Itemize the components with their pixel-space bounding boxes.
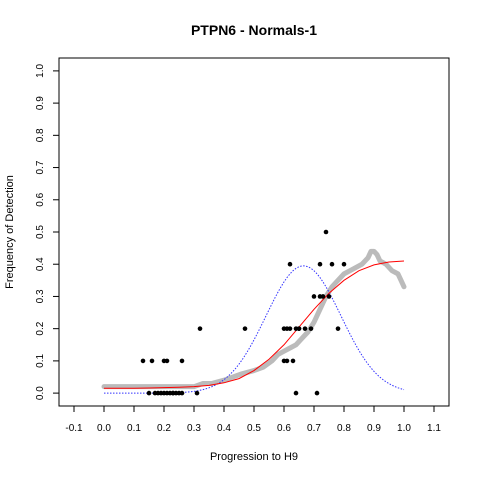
x-tick-label: 0.4 xyxy=(217,423,231,434)
data-point xyxy=(150,359,155,364)
x-tick-label: 0.8 xyxy=(337,423,351,434)
data-point xyxy=(141,359,146,364)
data-point xyxy=(147,391,152,396)
y-tick-label: 0.6 xyxy=(35,192,46,206)
y-tick-label: 0.0 xyxy=(35,386,46,400)
x-tick-label: 0.9 xyxy=(367,423,381,434)
data-point xyxy=(243,326,248,331)
data-point xyxy=(180,359,185,364)
x-tick-label: 1.0 xyxy=(397,423,411,434)
x-tick-label: 0.7 xyxy=(307,423,321,434)
data-point xyxy=(195,391,200,396)
y-tick-label: 0.1 xyxy=(35,354,46,368)
y-tick-label: 0.7 xyxy=(35,160,46,174)
y-tick-label: 0.5 xyxy=(35,225,46,239)
y-tick-label: 0.8 xyxy=(35,128,46,142)
data-point xyxy=(309,326,314,331)
data-point xyxy=(303,326,308,331)
x-tick-label: 0.6 xyxy=(277,423,291,434)
data-point xyxy=(330,262,335,267)
data-point xyxy=(324,230,329,235)
y-tick-label: 0.2 xyxy=(35,321,46,335)
data-point xyxy=(315,391,320,396)
smoothed-trace xyxy=(104,251,404,386)
y-tick-label: 1.0 xyxy=(35,64,46,78)
y-tick-label: 0.3 xyxy=(35,289,46,303)
plot-area xyxy=(104,230,404,396)
x-tick-label: 0.5 xyxy=(247,423,261,434)
y-tick-label: 0.9 xyxy=(35,96,46,110)
data-point xyxy=(336,326,341,331)
data-point xyxy=(180,391,185,396)
data-point xyxy=(288,326,293,331)
x-tick-label: 0.1 xyxy=(127,423,141,434)
data-point xyxy=(294,391,299,396)
x-tick-label: 0.0 xyxy=(97,423,111,434)
plot-frame xyxy=(59,58,449,406)
data-point xyxy=(198,326,203,331)
x-tick-label: -0.1 xyxy=(65,423,83,434)
data-point xyxy=(327,294,332,299)
data-point xyxy=(318,262,323,267)
data-point xyxy=(321,294,326,299)
x-tick-label: 1.1 xyxy=(427,423,441,434)
data-point xyxy=(165,359,170,364)
y-axis-label: Frequency of Detection xyxy=(4,175,16,289)
y-tick-label: 0.4 xyxy=(35,257,46,271)
data-point xyxy=(342,262,347,267)
x-axis-label: Progression to H9 xyxy=(210,451,298,463)
y-axis: 0.0 0.1 0.2 0.3 0.4 0.5 0.6 0.7 0.8 0.9 1.0 xyxy=(35,64,59,401)
data-point xyxy=(288,262,293,267)
data-point xyxy=(291,359,296,364)
x-axis: -0.1 0.0 0.1 0.2 0.3 0.4 0.5 0.6 0.7 0.8 0.9 1.0 1.1 xyxy=(65,406,441,434)
data-point xyxy=(312,294,317,299)
x-tick-label: 0.3 xyxy=(187,423,201,434)
density-curve xyxy=(104,266,404,393)
x-tick-label: 0.2 xyxy=(157,423,171,434)
data-point xyxy=(297,326,302,331)
data-point xyxy=(285,359,290,364)
chart-title: PTPN6 - Normals-1 xyxy=(191,22,317,38)
